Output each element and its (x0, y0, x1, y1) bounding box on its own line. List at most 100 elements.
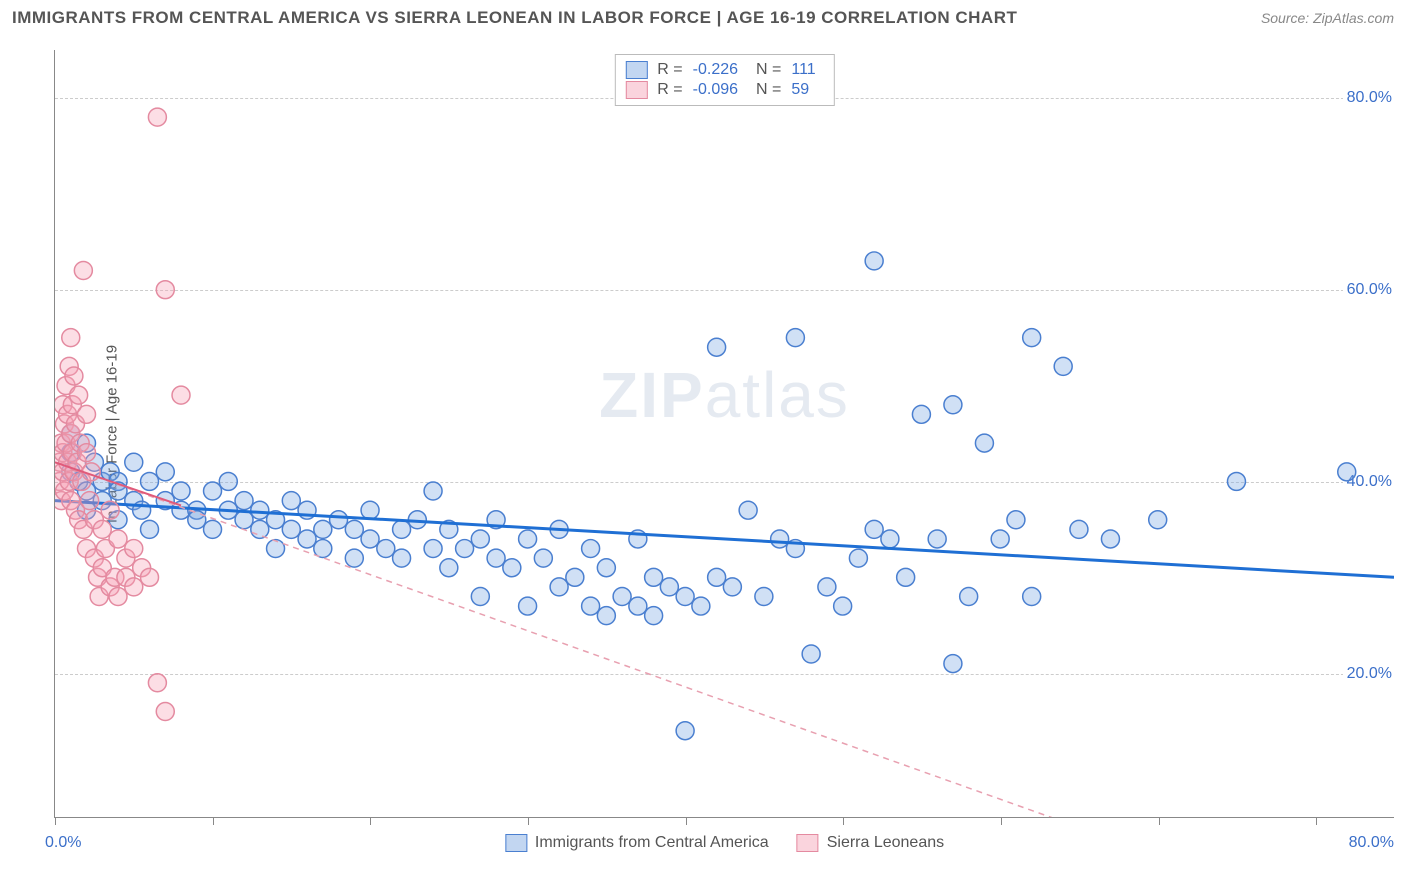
scatter-point (440, 559, 458, 577)
scatter-point (582, 597, 600, 615)
scatter-point (645, 607, 663, 625)
scatter-point (991, 530, 1009, 548)
scatter-point (65, 367, 83, 385)
scatter-point (393, 520, 411, 538)
scatter-point (1227, 472, 1245, 490)
scatter-point (960, 587, 978, 605)
legend-item: Sierra Leoneans (797, 834, 944, 852)
legend-swatch (797, 834, 819, 852)
scatter-point (1023, 587, 1041, 605)
scatter-point (156, 703, 174, 721)
scatter-point (660, 578, 678, 596)
scatter-point (148, 674, 166, 692)
x-tick (1159, 817, 1160, 825)
x-tick (370, 817, 371, 825)
stats-row: R =-0.226N =111 (625, 61, 823, 79)
x-tick (1001, 817, 1002, 825)
scatter-point (74, 262, 92, 280)
scatter-point (141, 472, 159, 490)
x-tick (686, 817, 687, 825)
stat-swatch (625, 81, 647, 99)
scatter-point (109, 587, 127, 605)
source-label: Source: ZipAtlas.com (1261, 10, 1394, 26)
legend-label: Sierra Leoneans (827, 834, 944, 852)
scatter-point (519, 530, 537, 548)
scatter-point (519, 597, 537, 615)
scatter-point (676, 587, 694, 605)
scatter-point (156, 281, 174, 299)
x-tick (528, 817, 529, 825)
n-label: N = (756, 81, 781, 99)
scatter-point (897, 568, 915, 586)
scatter-svg (55, 50, 1394, 817)
scatter-point (456, 540, 474, 558)
scatter-point (62, 329, 80, 347)
scatter-point (141, 568, 159, 586)
scatter-point (109, 530, 127, 548)
scatter-point (487, 549, 505, 567)
x-axis-max-label: 80.0% (1349, 834, 1394, 852)
scatter-point (1149, 511, 1167, 529)
x-tick (843, 817, 844, 825)
scatter-point (834, 597, 852, 615)
scatter-point (802, 645, 820, 663)
bottom-legend: Immigrants from Central AmericaSierra Le… (505, 834, 944, 852)
scatter-point (267, 540, 285, 558)
scatter-point (771, 530, 789, 548)
n-value: 59 (791, 81, 809, 99)
scatter-point (944, 655, 962, 673)
scatter-point (613, 587, 631, 605)
scatter-point (125, 578, 143, 596)
scatter-point (471, 587, 489, 605)
scatter-point (503, 559, 521, 577)
scatter-point (975, 434, 993, 452)
scatter-point (1101, 530, 1119, 548)
n-value: 111 (791, 61, 815, 79)
scatter-point (251, 501, 269, 519)
scatter-point (330, 511, 348, 529)
scatter-point (645, 568, 663, 586)
chart-title: IMMIGRANTS FROM CENTRAL AMERICA VS SIERR… (12, 8, 1017, 28)
scatter-point (361, 501, 379, 519)
scatter-point (1023, 329, 1041, 347)
scatter-point (582, 540, 600, 558)
scatter-point (78, 405, 96, 423)
scatter-point (235, 511, 253, 529)
scatter-point (282, 492, 300, 510)
scatter-point (70, 386, 88, 404)
trend-line (55, 501, 1394, 578)
scatter-point (204, 520, 222, 538)
stats-row: R = -0.096 N = 59 (625, 81, 823, 99)
scatter-point (148, 108, 166, 126)
r-label: R = (657, 61, 682, 79)
stats-box: R =-0.226N =111R =-0.096N =59 (614, 54, 834, 106)
scatter-point (188, 511, 206, 529)
scatter-point (865, 520, 883, 538)
scatter-point (849, 549, 867, 567)
scatter-point (928, 530, 946, 548)
scatter-point (1070, 520, 1088, 538)
r-label: R = (657, 81, 682, 99)
scatter-point (912, 405, 930, 423)
scatter-point (597, 607, 615, 625)
scatter-point (818, 578, 836, 596)
scatter-point (377, 540, 395, 558)
scatter-point (424, 540, 442, 558)
scatter-point (251, 520, 269, 538)
scatter-point (314, 520, 332, 538)
scatter-point (298, 530, 316, 548)
scatter-point (172, 482, 190, 500)
scatter-point (345, 520, 363, 538)
scatter-point (345, 549, 363, 567)
scatter-point (550, 578, 568, 596)
scatter-point (282, 520, 300, 538)
x-tick (213, 817, 214, 825)
stat-swatch (625, 61, 647, 79)
r-value: -0.096 (693, 81, 738, 99)
x-tick (55, 817, 56, 825)
scatter-point (78, 444, 96, 462)
scatter-point (393, 549, 411, 567)
scatter-point (204, 482, 222, 500)
scatter-point (881, 530, 899, 548)
scatter-point (101, 501, 119, 519)
